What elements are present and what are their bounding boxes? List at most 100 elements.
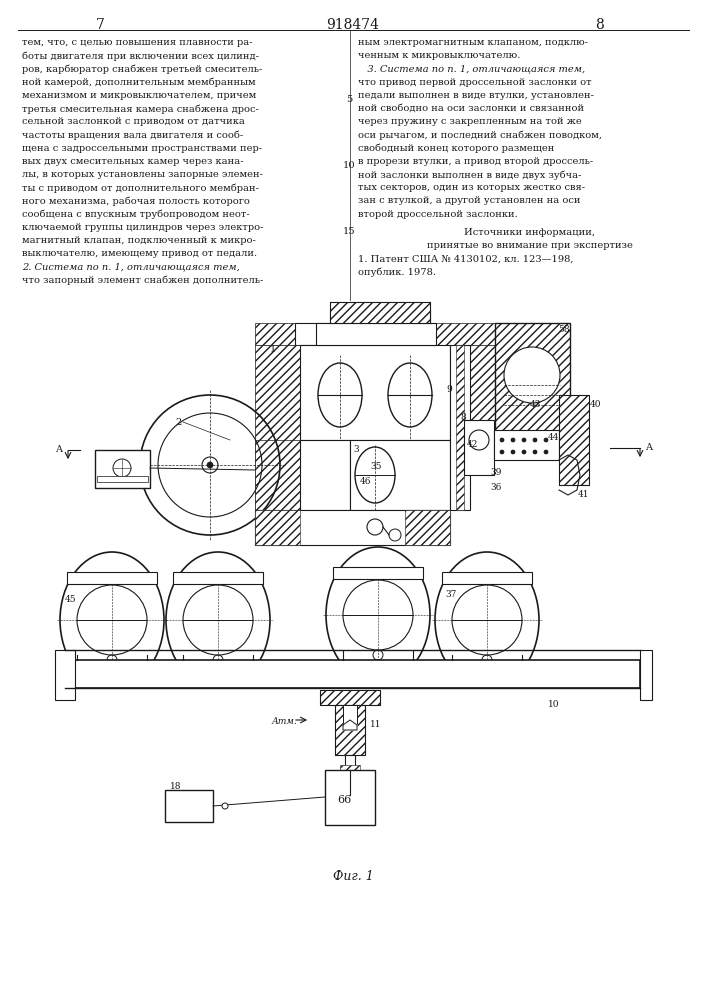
Text: второй дроссельной заслонки.: второй дроссельной заслонки. [358,210,518,219]
Text: 42: 42 [467,440,479,449]
Circle shape [500,438,504,442]
Text: ной заслонки выполнен в виде двух зубча-: ной заслонки выполнен в виде двух зубча- [358,170,581,180]
Text: педали выполнен в виде втулки, установлен-: педали выполнен в виде втулки, установле… [358,91,594,100]
Circle shape [511,450,515,454]
Circle shape [367,519,383,535]
Bar [255,323,375,345]
Text: 2. Система по п. 1, отличающаяся тем,: 2. Система по п. 1, отличающаяся тем, [22,262,240,271]
Bar [320,690,380,705]
Bar [330,302,430,323]
Text: 5: 5 [346,95,352,104]
Circle shape [544,438,548,442]
Circle shape [222,803,228,809]
Text: A: A [55,445,62,454]
Text: 45: 45 [65,595,76,604]
Bar [320,690,380,705]
Text: через пружину с закрепленным на той же: через пружину с закрепленным на той же [358,117,582,126]
Circle shape [500,450,504,454]
Text: тых секторов, один из которых жестко свя-: тых секторов, один из которых жестко свя… [358,183,585,192]
Bar [335,705,365,755]
Text: частоты вращения вала двигателя и сооб-: частоты вращения вала двигателя и сооб- [22,130,243,140]
Text: 58: 58 [558,325,570,334]
Text: выключателю, имеющему привод от педали.: выключателю, имеющему привод от педали. [22,249,257,258]
Text: 10: 10 [343,161,356,170]
Text: 1: 1 [270,345,276,354]
Text: 66: 66 [337,795,351,805]
Bar [300,345,450,440]
Text: ной камерой, дополнительным мембранным: ной камерой, дополнительным мембранным [22,78,256,87]
Bar [295,323,375,345]
Bar [375,323,495,345]
Text: Фиг. 1: Фиг. 1 [332,870,373,883]
Bar [464,420,494,475]
Bar [450,345,495,440]
Text: зан с втулкой, а другой установлен на оси: зан с втулкой, а другой установлен на ос… [358,196,580,205]
Text: 2: 2 [175,418,181,427]
Bar [165,790,213,822]
Bar [456,345,464,510]
Text: что запорный элемент снабжен дополнитель-: что запорный элемент снабжен дополнитель… [22,276,264,285]
Circle shape [533,450,537,454]
Text: магнитный клапан, подключенный к микро-: магнитный клапан, подключенный к микро- [22,236,256,245]
Circle shape [533,438,537,442]
Bar [55,650,75,700]
Text: 43: 43 [530,400,542,409]
Text: 7: 7 [95,18,105,32]
Bar [495,323,570,438]
Circle shape [522,450,526,454]
Bar [97,476,148,482]
Text: ключаемой группы цилиндров через электро-: ключаемой группы цилиндров через электро… [22,223,264,232]
Circle shape [522,438,526,442]
Bar [316,323,436,345]
Text: 3. Система по п. 1, отличающаяся тем,: 3. Система по п. 1, отличающаяся тем, [358,64,585,73]
Text: Источники информации,: Источники информации, [464,228,595,237]
Polygon shape [343,720,357,730]
Bar [345,755,355,795]
Text: сообщена с впускным трубопроводом неот-: сообщена с впускным трубопроводом неот- [22,210,250,219]
Text: 1. Патент США № 4130102, кл. 123—198,: 1. Патент США № 4130102, кл. 123—198, [358,254,573,263]
Text: 35: 35 [370,462,382,471]
Bar [340,765,360,785]
Bar [173,572,263,584]
Text: 8: 8 [595,18,604,32]
Text: вых двух смесительных камер через кана-: вых двух смесительных камер через кана- [22,157,244,166]
Text: принятые во внимание при экспертизе: принятые во внимание при экспертизе [427,241,633,250]
Text: Атм.: Атм. [272,717,298,726]
Text: 8: 8 [460,413,466,422]
Bar [495,323,570,438]
Bar [325,770,375,825]
Bar [494,430,559,460]
Text: тем, что, с целью повышения плавности ра-: тем, что, с целью повышения плавности ра… [22,38,252,47]
Text: 918474: 918474 [327,18,380,32]
Bar [442,572,532,584]
Text: в прорези втулки, а привод второй дроссель-: в прорези втулки, а привод второй дроссе… [358,157,593,166]
Text: 9: 9 [446,385,452,394]
Bar [559,395,589,485]
Bar [255,510,450,545]
Circle shape [202,457,218,473]
Text: щена с задроссельными пространствами пер-: щена с задроссельными пространствами пер… [22,144,262,153]
Bar [335,705,365,755]
Text: 41: 41 [578,490,590,499]
Bar [255,345,300,510]
Text: ной свободно на оси заслонки и связанной: ной свободно на оси заслонки и связанной [358,104,584,113]
Text: оси рычагом, и последний снабжен поводком,: оси рычагом, и последний снабжен поводко… [358,130,602,140]
Text: 46: 46 [360,477,371,486]
Text: сельной заслонкой с приводом от датчика: сельной заслонкой с приводом от датчика [22,117,245,126]
Text: лы, в которых установлены запорные элемен-: лы, в которых установлены запорные элеме… [22,170,263,179]
Text: ного механизма, рабочая полость которого: ного механизма, рабочая полость которого [22,196,250,206]
Text: механизмом и микровыключателем, причем: механизмом и микровыключателем, причем [22,91,256,100]
Bar [405,510,450,545]
Text: опублик. 1978.: опублик. 1978. [358,267,436,277]
Bar [255,440,300,510]
Text: ты с приводом от дополнительного мембран-: ты с приводом от дополнительного мембран… [22,183,259,193]
Text: боты двигателя при включении всех цилинд-: боты двигателя при включении всех цилинд… [22,51,259,61]
Bar [333,567,423,579]
Circle shape [544,450,548,454]
Text: третья смесительная камера снабжена дрос-: третья смесительная камера снабжена дрос… [22,104,259,113]
Text: 3: 3 [353,445,358,454]
Bar [255,510,300,545]
Bar [450,345,470,510]
Bar [640,650,652,700]
Circle shape [207,462,213,468]
